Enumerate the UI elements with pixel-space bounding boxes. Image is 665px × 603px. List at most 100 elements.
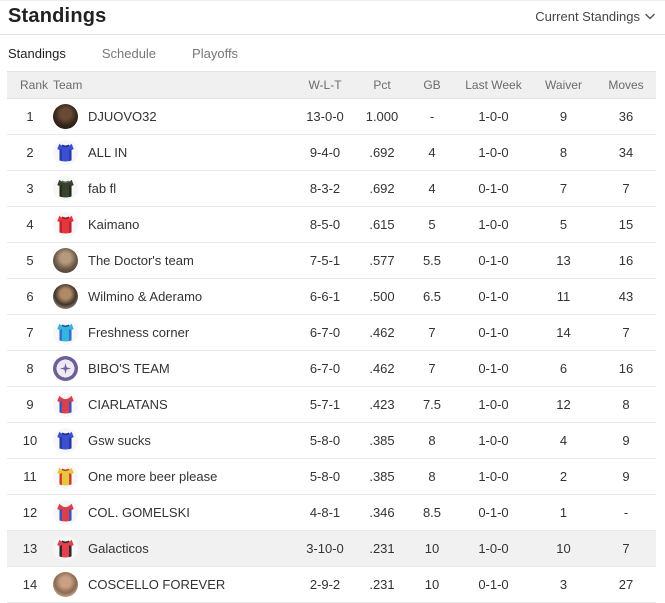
cell-moves: 15 bbox=[618, 217, 634, 232]
cell-waiver: 10 bbox=[556, 541, 571, 556]
cell-waiver: 11 bbox=[556, 289, 571, 304]
table-body: 1 DJUOVO32 13-0-0 1.000 - 1-0-0 9 36 2 A… bbox=[7, 99, 656, 603]
cell-wlt: 8-5-0 bbox=[309, 217, 341, 232]
cell-rank: 4 bbox=[26, 217, 34, 232]
team-name[interactable]: Kaimano bbox=[88, 217, 140, 232]
cell-team: The Doctor's team bbox=[53, 248, 294, 273]
table-row[interactable]: 9 CIARLATANS 5-7-1 .423 7.5 1-0-0 12 8 bbox=[7, 387, 656, 423]
cell-team: BIBO'S TEAM bbox=[53, 356, 294, 381]
cell-rank: 12 bbox=[22, 505, 38, 520]
cell-rank: 11 bbox=[23, 469, 37, 484]
team-name[interactable]: COSCELLO FOREVER bbox=[88, 577, 226, 592]
blue-jersey-avatar bbox=[53, 140, 78, 165]
cell-pct: .500 bbox=[369, 289, 395, 304]
cell-gb: 5 bbox=[428, 217, 436, 232]
cell-rank: 10 bbox=[22, 433, 38, 448]
table-row[interactable]: 10 Gsw sucks 5-8-0 .385 8 1-0-0 4 9 bbox=[7, 423, 656, 459]
col-header-moves: Moves bbox=[608, 78, 644, 92]
cell-last-week: 1-0-0 bbox=[478, 469, 509, 484]
cell-last-week: 0-1-0 bbox=[478, 361, 509, 376]
cell-wlt: 5-7-1 bbox=[309, 397, 341, 412]
red-black-jersey-avatar bbox=[53, 536, 78, 561]
cell-moves: 34 bbox=[618, 145, 634, 160]
table-row[interactable]: 3 fab fl 8-3-2 .692 4 0-1-0 7 7 bbox=[7, 171, 656, 207]
cell-team: COSCELLO FOREVER bbox=[53, 572, 294, 597]
cell-gb: 4 bbox=[428, 145, 436, 160]
cell-gb: - bbox=[429, 109, 435, 124]
cell-waiver: 9 bbox=[559, 109, 568, 124]
table-row[interactable]: 1 DJUOVO32 13-0-0 1.000 - 1-0-0 9 36 bbox=[7, 99, 656, 135]
chevron-down-icon bbox=[645, 13, 655, 20]
cell-pct: .462 bbox=[369, 325, 395, 340]
cell-gb: 4 bbox=[428, 181, 436, 196]
blue-jersey-avatar bbox=[53, 428, 78, 453]
tab-schedule[interactable]: Schedule bbox=[101, 45, 157, 61]
standings-view-dropdown[interactable]: Current Standings bbox=[535, 9, 655, 24]
table-row[interactable]: 4 Kaimano 8-5-0 .615 5 1-0-0 5 15 bbox=[7, 207, 656, 243]
cell-waiver: 13 bbox=[556, 253, 571, 268]
cell-last-week: 0-1-0 bbox=[478, 181, 509, 196]
cell-rank: 6 bbox=[26, 289, 34, 304]
cell-last-week: 1-0-0 bbox=[478, 109, 509, 124]
cell-pct: 1.000 bbox=[365, 109, 399, 124]
cell-pct: .385 bbox=[369, 469, 395, 484]
cell-team: Wilmino & Aderamo bbox=[53, 284, 294, 309]
cell-wlt: 9-4-0 bbox=[309, 145, 341, 160]
col-header-waiver: Waiver bbox=[545, 78, 582, 92]
page-header: Standings Current Standings bbox=[0, 1, 665, 35]
team-name[interactable]: Freshness corner bbox=[88, 325, 190, 340]
team-name[interactable]: DJUOVO32 bbox=[88, 109, 157, 124]
purple-badge-avatar bbox=[53, 356, 78, 381]
cell-team: One more beer please bbox=[53, 464, 294, 489]
cell-moves: - bbox=[623, 505, 629, 520]
cell-wlt: 3-10-0 bbox=[306, 541, 344, 556]
table-row[interactable]: 13 Galacticos 3-10-0 .231 10 1-0-0 10 7 bbox=[7, 531, 656, 567]
cell-wlt: 7-5-1 bbox=[309, 253, 341, 268]
cell-waiver: 1 bbox=[559, 505, 568, 520]
table-row[interactable]: 12 COL. GOMELSKI 4-8-1 .346 8.5 0-1-0 1 … bbox=[7, 495, 656, 531]
team-name[interactable]: CIARLATANS bbox=[88, 397, 168, 412]
cell-rank: 7 bbox=[26, 325, 34, 340]
team-name[interactable]: fab fl bbox=[88, 181, 117, 196]
cell-waiver: 7 bbox=[559, 181, 568, 196]
cell-rank: 13 bbox=[22, 541, 38, 556]
yellow-jersey-avatar bbox=[53, 464, 78, 489]
cell-wlt: 13-0-0 bbox=[306, 109, 344, 124]
team-name[interactable]: Wilmino & Aderamo bbox=[88, 289, 203, 304]
col-header-rank: Rank bbox=[20, 78, 49, 92]
col-header-pct: Pct bbox=[373, 78, 391, 92]
table-row[interactable]: 8 BIBO'S TEAM 6-7-0 .462 7 0-1-0 6 16 bbox=[7, 351, 656, 387]
cell-gb: 8.5 bbox=[422, 505, 442, 520]
cell-last-week: 1-0-0 bbox=[478, 145, 509, 160]
cell-waiver: 8 bbox=[559, 145, 568, 160]
cell-wlt: 4-8-1 bbox=[309, 505, 341, 520]
table-row[interactable]: 2 ALL IN 9-4-0 .692 4 1-0-0 8 34 bbox=[7, 135, 656, 171]
cell-pct: .423 bbox=[369, 397, 395, 412]
team-name[interactable]: ALL IN bbox=[88, 145, 128, 160]
cell-pct: .462 bbox=[369, 361, 395, 376]
table-row[interactable]: 6 Wilmino & Aderamo 6-6-1 .500 6.5 0-1-0… bbox=[7, 279, 656, 315]
table-row[interactable]: 7 Freshness corner 6-7-0 .462 7 0-1-0 14… bbox=[7, 315, 656, 351]
cell-moves: 16 bbox=[618, 253, 634, 268]
tab-playoffs[interactable]: Playoffs bbox=[192, 45, 239, 61]
team-name[interactable]: Gsw sucks bbox=[88, 433, 151, 448]
cell-pct: .231 bbox=[369, 577, 395, 592]
cell-moves: 7 bbox=[622, 325, 630, 340]
col-header-wlt: W-L-T bbox=[308, 78, 342, 92]
table-row[interactable]: 5 The Doctor's team 7-5-1 .577 5.5 0-1-0… bbox=[7, 243, 656, 279]
col-header-gb: GB bbox=[423, 78, 441, 92]
team-name[interactable]: One more beer please bbox=[88, 469, 218, 484]
table-row[interactable]: 11 One more beer please 5-8-0 .385 8 1-0… bbox=[7, 459, 656, 495]
team-name[interactable]: BIBO'S TEAM bbox=[88, 361, 170, 376]
cell-moves: 8 bbox=[622, 397, 630, 412]
cell-wlt: 6-7-0 bbox=[309, 361, 341, 376]
table-row[interactable]: 14 COSCELLO FOREVER 2-9-2 .231 10 0-1-0 … bbox=[7, 567, 656, 603]
cell-pct: .385 bbox=[369, 433, 395, 448]
cell-team: Galacticos bbox=[53, 536, 294, 561]
cell-gb: 10 bbox=[424, 541, 440, 556]
team-name[interactable]: COL. GOMELSKI bbox=[88, 505, 190, 520]
red-jersey-avatar bbox=[53, 212, 78, 237]
tab-standings[interactable]: Standings bbox=[8, 45, 66, 61]
team-name[interactable]: The Doctor's team bbox=[88, 253, 194, 268]
team-name[interactable]: Galacticos bbox=[88, 541, 149, 556]
